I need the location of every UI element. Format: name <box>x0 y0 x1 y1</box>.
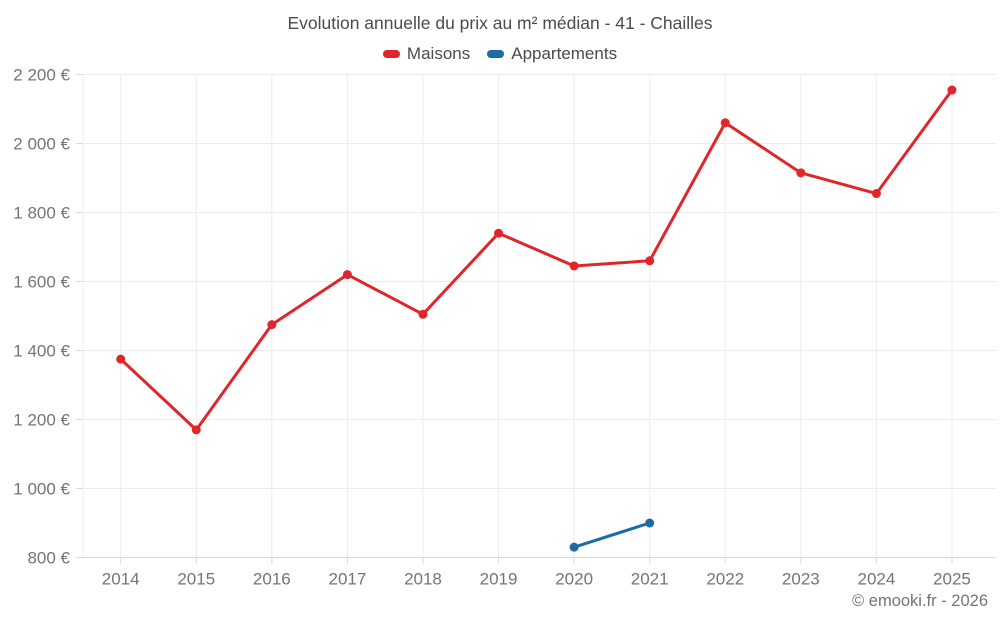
y-axis-label: 1 400 € <box>13 342 70 361</box>
y-axis-label: 2 000 € <box>13 135 70 154</box>
maisons-point-2025[interactable] <box>947 85 957 95</box>
maisons-line <box>119 88 954 432</box>
maisons-point-2018[interactable] <box>418 309 428 319</box>
y-axis-label: 800 € <box>27 549 70 568</box>
x-axis-label: 2017 <box>328 570 366 589</box>
x-axis-label: 2023 <box>782 570 820 589</box>
legend-label-maisons: Maisons <box>406 44 471 63</box>
x-axis-label: 2014 <box>102 570 140 589</box>
y-axis-label: 1 200 € <box>13 411 70 430</box>
maisons-point-2014[interactable] <box>116 354 126 364</box>
legend-item-maisons[interactable]: Maisons <box>382 44 471 64</box>
chart-legend: Maisons Appartements <box>0 44 1000 64</box>
x-axis-label: 2019 <box>480 570 518 589</box>
maisons-swatch-icon <box>382 50 400 58</box>
x-axis-label: 2018 <box>404 570 442 589</box>
chart-title: Evolution annuelle du prix au m² médian … <box>287 13 713 33</box>
appartements-point-2020[interactable] <box>569 542 579 552</box>
copyright-footer: © emooki.fr - 2026 <box>852 592 988 610</box>
maisons-point-2017[interactable] <box>342 270 352 280</box>
maisons-point-2022[interactable] <box>720 118 730 128</box>
y-axis-label: 1 000 € <box>13 480 70 499</box>
maisons-point-2021[interactable] <box>645 256 655 266</box>
x-axis-label: 2016 <box>253 570 291 589</box>
appartements-point-2021[interactable] <box>645 518 655 528</box>
x-axis-label: 2015 <box>177 570 215 589</box>
x-axis-label: 2021 <box>631 570 669 589</box>
legend-label-appartements: Appartements <box>511 44 618 63</box>
y-axis-label: 2 200 € <box>13 66 70 85</box>
x-axis-label: 2022 <box>706 570 744 589</box>
maisons-point-2015[interactable] <box>191 425 201 435</box>
maisons-point-2024[interactable] <box>871 189 881 199</box>
maisons-point-2020[interactable] <box>569 261 579 271</box>
appartements-line <box>572 521 652 549</box>
y-axis-label: 1 600 € <box>13 273 70 292</box>
x-axis-label: 2024 <box>857 570 895 589</box>
maisons-point-2016[interactable] <box>267 320 277 330</box>
maisons-point-2019[interactable] <box>494 228 504 238</box>
x-axis-label: 2025 <box>933 570 971 589</box>
appartements-swatch-icon <box>487 50 505 58</box>
legend-item-appartements[interactable]: Appartements <box>487 44 617 64</box>
y-axis-label: 1 800 € <box>13 204 70 223</box>
maisons-point-2023[interactable] <box>796 168 806 178</box>
x-axis-label: 2020 <box>555 570 593 589</box>
